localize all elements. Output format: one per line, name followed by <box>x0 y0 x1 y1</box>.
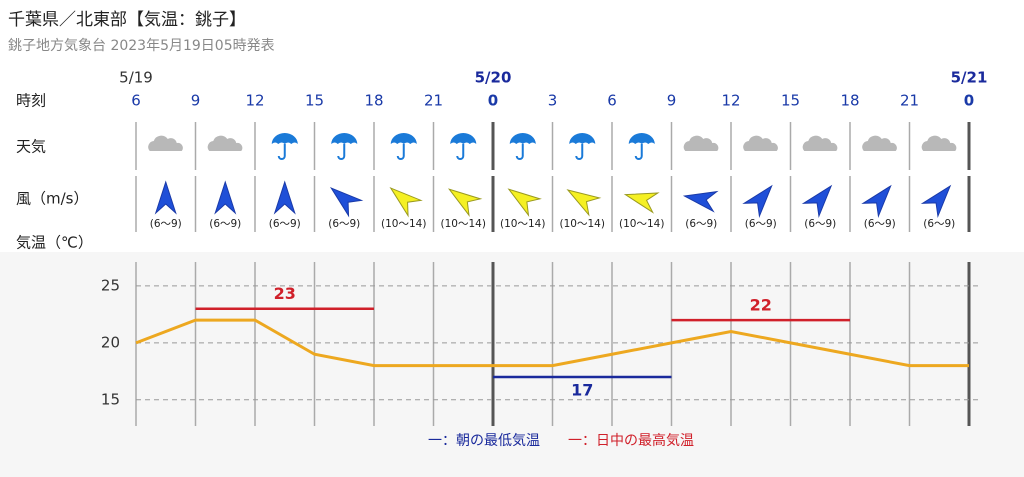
cloud-icon <box>921 135 957 151</box>
temp-value-label: 17 <box>571 381 593 400</box>
hour-label: 12 <box>245 92 264 110</box>
wind-arrow <box>389 187 423 218</box>
umbrella-icon <box>450 133 477 160</box>
cloud-icon <box>743 135 778 151</box>
umbrella-icon <box>331 133 358 160</box>
hour-label: 21 <box>424 92 443 110</box>
title: 千葉県／北東部【気温：銚子】 <box>8 10 246 30</box>
wind-speed: (10〜14) <box>441 218 486 230</box>
wind-speed: (6〜9) <box>864 218 896 230</box>
umbrella-handle <box>456 144 465 160</box>
umbrella-canopy <box>628 133 655 144</box>
hour-label: 6 <box>607 92 617 110</box>
legend-entry: 一：朝の最低気温 <box>428 433 540 449</box>
wind-speed: (6〜9) <box>685 218 717 230</box>
hour-label: 15 <box>305 92 324 110</box>
date-label: 5/20 <box>475 69 512 87</box>
hour-label: 9 <box>191 92 201 110</box>
umbrella-icon <box>509 133 536 160</box>
cloud-shape <box>148 135 183 151</box>
wind-arrow <box>154 180 177 215</box>
wind-arrow <box>507 188 542 218</box>
cloud-shape <box>743 135 778 151</box>
wind-speed: (6〜9) <box>328 218 360 230</box>
umbrella-icon <box>390 133 417 160</box>
umbrella-icon <box>628 133 655 160</box>
wind-arrow <box>861 184 892 219</box>
hour-label: 21 <box>900 92 919 110</box>
cloud-shape <box>207 135 243 151</box>
umbrella-handle <box>396 144 405 160</box>
temp-value-label: 22 <box>750 296 772 315</box>
y-tick-label: 20 <box>101 333 120 351</box>
row-label: 天気 <box>16 138 46 156</box>
umbrella-handle <box>634 144 643 160</box>
wind-arrow <box>920 184 952 219</box>
temperature-line <box>135 318 969 368</box>
wind-arrow <box>742 184 773 219</box>
subtitle: 銚子地方気象台 2023年5月19日05時発表 <box>8 38 275 54</box>
hour-label: 9 <box>667 92 677 110</box>
cloud-icon <box>802 135 838 151</box>
wind-arrow <box>447 188 483 218</box>
umbrella-canopy <box>509 133 536 144</box>
temp-value-label: 23 <box>274 284 296 303</box>
umbrella-icon <box>569 133 596 160</box>
wind-arrow <box>214 180 237 215</box>
wind-speed: (6〜9) <box>150 218 182 230</box>
hour-label: 0 <box>964 92 974 110</box>
hour-label: 18 <box>840 92 859 110</box>
cloud-shape <box>862 135 897 151</box>
cloud-icon <box>148 135 183 151</box>
wind-arrow <box>801 184 833 219</box>
wind-speed: (6〜9) <box>269 218 301 230</box>
wind-arrow <box>329 187 364 218</box>
y-tick-label: 15 <box>101 390 120 408</box>
wind-speed: (6〜9) <box>745 218 777 230</box>
umbrella-canopy <box>569 133 596 144</box>
umbrella-canopy <box>390 133 417 144</box>
cloud-shape <box>921 135 957 151</box>
cloud-icon <box>683 135 719 151</box>
umbrella-handle <box>277 144 286 160</box>
wind-speed: (6〜9) <box>209 218 241 230</box>
row-label: 風（m/s） <box>16 190 88 208</box>
row-label: 時刻 <box>16 92 46 110</box>
wind-speed: (10〜14) <box>500 218 545 230</box>
cloud-shape <box>802 135 838 151</box>
cloud-shape <box>683 135 719 151</box>
date-label: 5/21 <box>951 69 988 87</box>
wind-arrow <box>273 180 296 215</box>
legend-entry: 一：日中の最高気温 <box>568 432 694 449</box>
date-label: 5/19 <box>119 69 153 87</box>
umbrella-handle <box>337 144 346 160</box>
wind-speed: (6〜9) <box>804 218 836 230</box>
hour-label: 6 <box>131 92 141 110</box>
umbrella-canopy <box>331 133 358 144</box>
cloud-icon <box>207 135 243 151</box>
wind-speed: (10〜14) <box>381 218 426 230</box>
umbrella-canopy <box>271 133 298 144</box>
umbrella-icon <box>271 133 298 160</box>
wind-arrow <box>623 192 660 214</box>
cloud-icon <box>862 135 897 151</box>
wind-speed: (10〜14) <box>619 218 664 230</box>
umbrella-handle <box>515 144 524 160</box>
row-label: 気温（℃） <box>16 234 93 252</box>
hour-label: 3 <box>548 92 558 110</box>
hour-label: 12 <box>721 92 740 110</box>
wind-speed: (6〜9) <box>923 218 955 230</box>
umbrella-handle <box>575 144 584 160</box>
umbrella-canopy <box>450 133 477 144</box>
wind-arrow <box>682 190 719 213</box>
hour-label: 18 <box>364 92 383 110</box>
wind-speed: (10〜14) <box>560 218 605 230</box>
hour-label: 0 <box>488 92 498 110</box>
wind-arrow <box>566 189 602 217</box>
hour-label: 15 <box>781 92 800 110</box>
y-tick-label: 25 <box>101 276 120 294</box>
